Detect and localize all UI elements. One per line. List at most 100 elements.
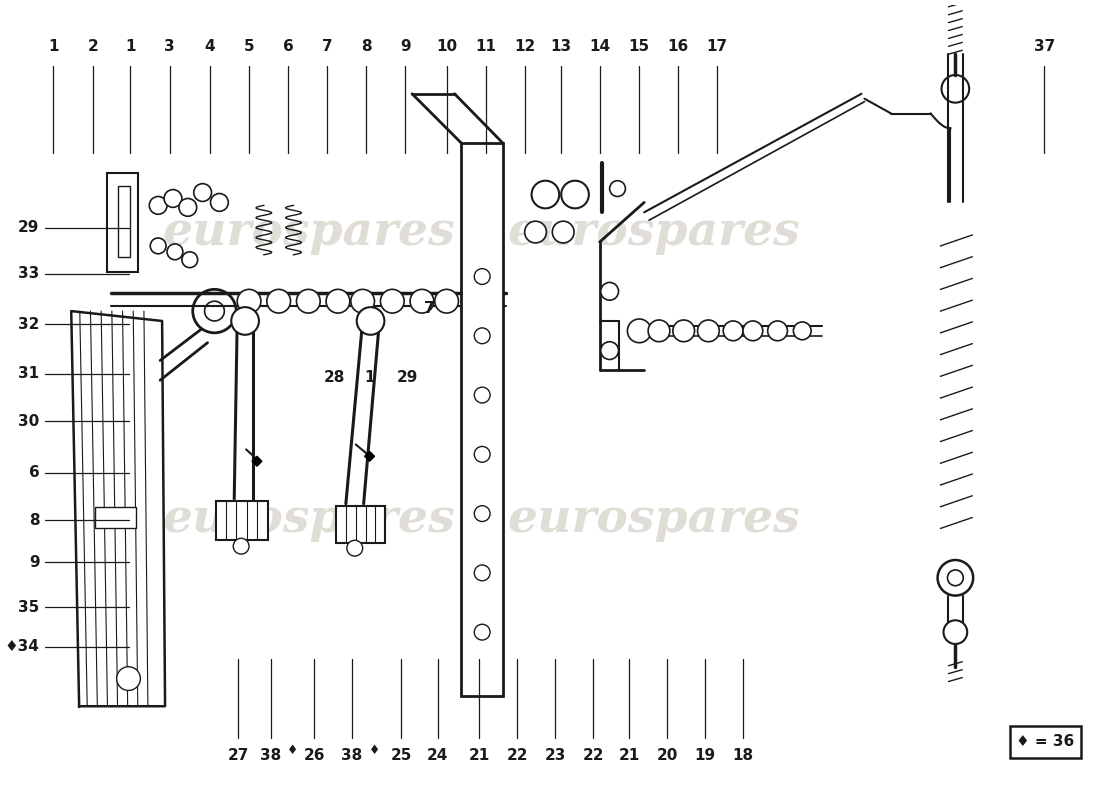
Circle shape [182,252,198,268]
Polygon shape [252,456,262,466]
Text: eurospares: eurospares [162,495,454,542]
Text: 21: 21 [469,748,490,762]
Text: 22: 22 [506,748,528,762]
Bar [461,143,503,696]
Text: 23: 23 [544,748,566,762]
Text: ♦ = 36: ♦ = 36 [1016,734,1075,750]
Text: 2: 2 [88,39,99,54]
Bar [217,501,267,540]
Circle shape [793,322,811,340]
Text: 10: 10 [436,39,458,54]
Circle shape [434,290,459,313]
Circle shape [346,540,363,556]
Text: 15: 15 [628,39,649,54]
Text: 3: 3 [164,39,175,54]
Text: 12: 12 [514,39,536,54]
Circle shape [117,666,141,690]
Text: 24: 24 [427,748,449,762]
Text: 28: 28 [323,370,344,386]
Text: ♦34: ♦34 [4,639,40,654]
Circle shape [238,290,261,313]
Circle shape [151,238,166,254]
Circle shape [552,221,574,243]
Text: 9: 9 [29,554,40,570]
Circle shape [627,319,651,342]
Text: 29: 29 [19,220,40,235]
Circle shape [150,197,167,214]
Circle shape [351,290,374,313]
Text: 8: 8 [29,513,40,528]
Circle shape [194,184,211,202]
Text: 7: 7 [322,39,332,54]
Text: 1: 1 [125,39,135,54]
Circle shape [179,198,197,216]
Text: 8: 8 [361,39,372,54]
Circle shape [474,328,491,344]
Text: 29: 29 [396,370,418,386]
Text: 32: 32 [19,317,40,332]
Circle shape [410,290,433,313]
Text: 11: 11 [475,39,496,54]
Circle shape [531,181,559,208]
Text: 1: 1 [48,39,58,54]
Text: 37: 37 [1034,39,1055,54]
Circle shape [723,321,743,341]
Text: 26: 26 [304,748,324,762]
Polygon shape [364,451,374,462]
Text: 13: 13 [550,39,571,54]
Circle shape [267,290,290,313]
Circle shape [381,290,404,313]
Circle shape [231,307,258,335]
Text: 31: 31 [19,366,40,382]
Circle shape [326,290,350,313]
Text: 20: 20 [657,748,678,762]
Circle shape [210,194,229,211]
Text: 25: 25 [390,748,411,762]
Text: 27: 27 [228,748,249,762]
Text: 22: 22 [583,748,604,762]
Circle shape [947,570,964,586]
Circle shape [356,307,384,335]
Circle shape [601,342,618,359]
Circle shape [561,181,588,208]
Circle shape [205,302,224,321]
Text: 38: 38 [260,748,282,762]
Circle shape [648,320,670,342]
Circle shape [474,446,491,462]
Bar [336,506,385,543]
Text: 5: 5 [243,39,254,54]
Text: 1: 1 [364,370,375,386]
Bar [107,173,139,271]
Circle shape [474,387,491,403]
Circle shape [192,290,236,333]
Circle shape [768,321,788,341]
Circle shape [474,506,491,522]
Text: eurospares: eurospares [162,209,454,255]
Text: 38: 38 [341,748,363,762]
Text: 7: 7 [424,302,434,316]
Text: 35: 35 [19,599,40,614]
Text: 4: 4 [205,39,214,54]
Bar [1010,726,1081,758]
Circle shape [937,560,974,595]
Text: 33: 33 [19,266,40,281]
Text: 6: 6 [283,39,294,54]
Circle shape [297,290,320,313]
Text: 18: 18 [733,748,754,762]
Text: 16: 16 [668,39,689,54]
Circle shape [167,244,183,260]
Text: eurospares: eurospares [508,495,801,542]
Circle shape [601,282,618,300]
Text: eurospares: eurospares [508,209,801,255]
Polygon shape [72,311,165,706]
Text: 14: 14 [590,39,610,54]
Circle shape [164,190,182,207]
Circle shape [233,538,249,554]
Circle shape [474,269,491,285]
Text: 6: 6 [29,466,40,480]
Circle shape [942,75,969,102]
Text: 30: 30 [19,414,40,429]
Text: 9: 9 [400,39,410,54]
Text: ♦: ♦ [370,744,381,757]
Bar [118,186,130,257]
